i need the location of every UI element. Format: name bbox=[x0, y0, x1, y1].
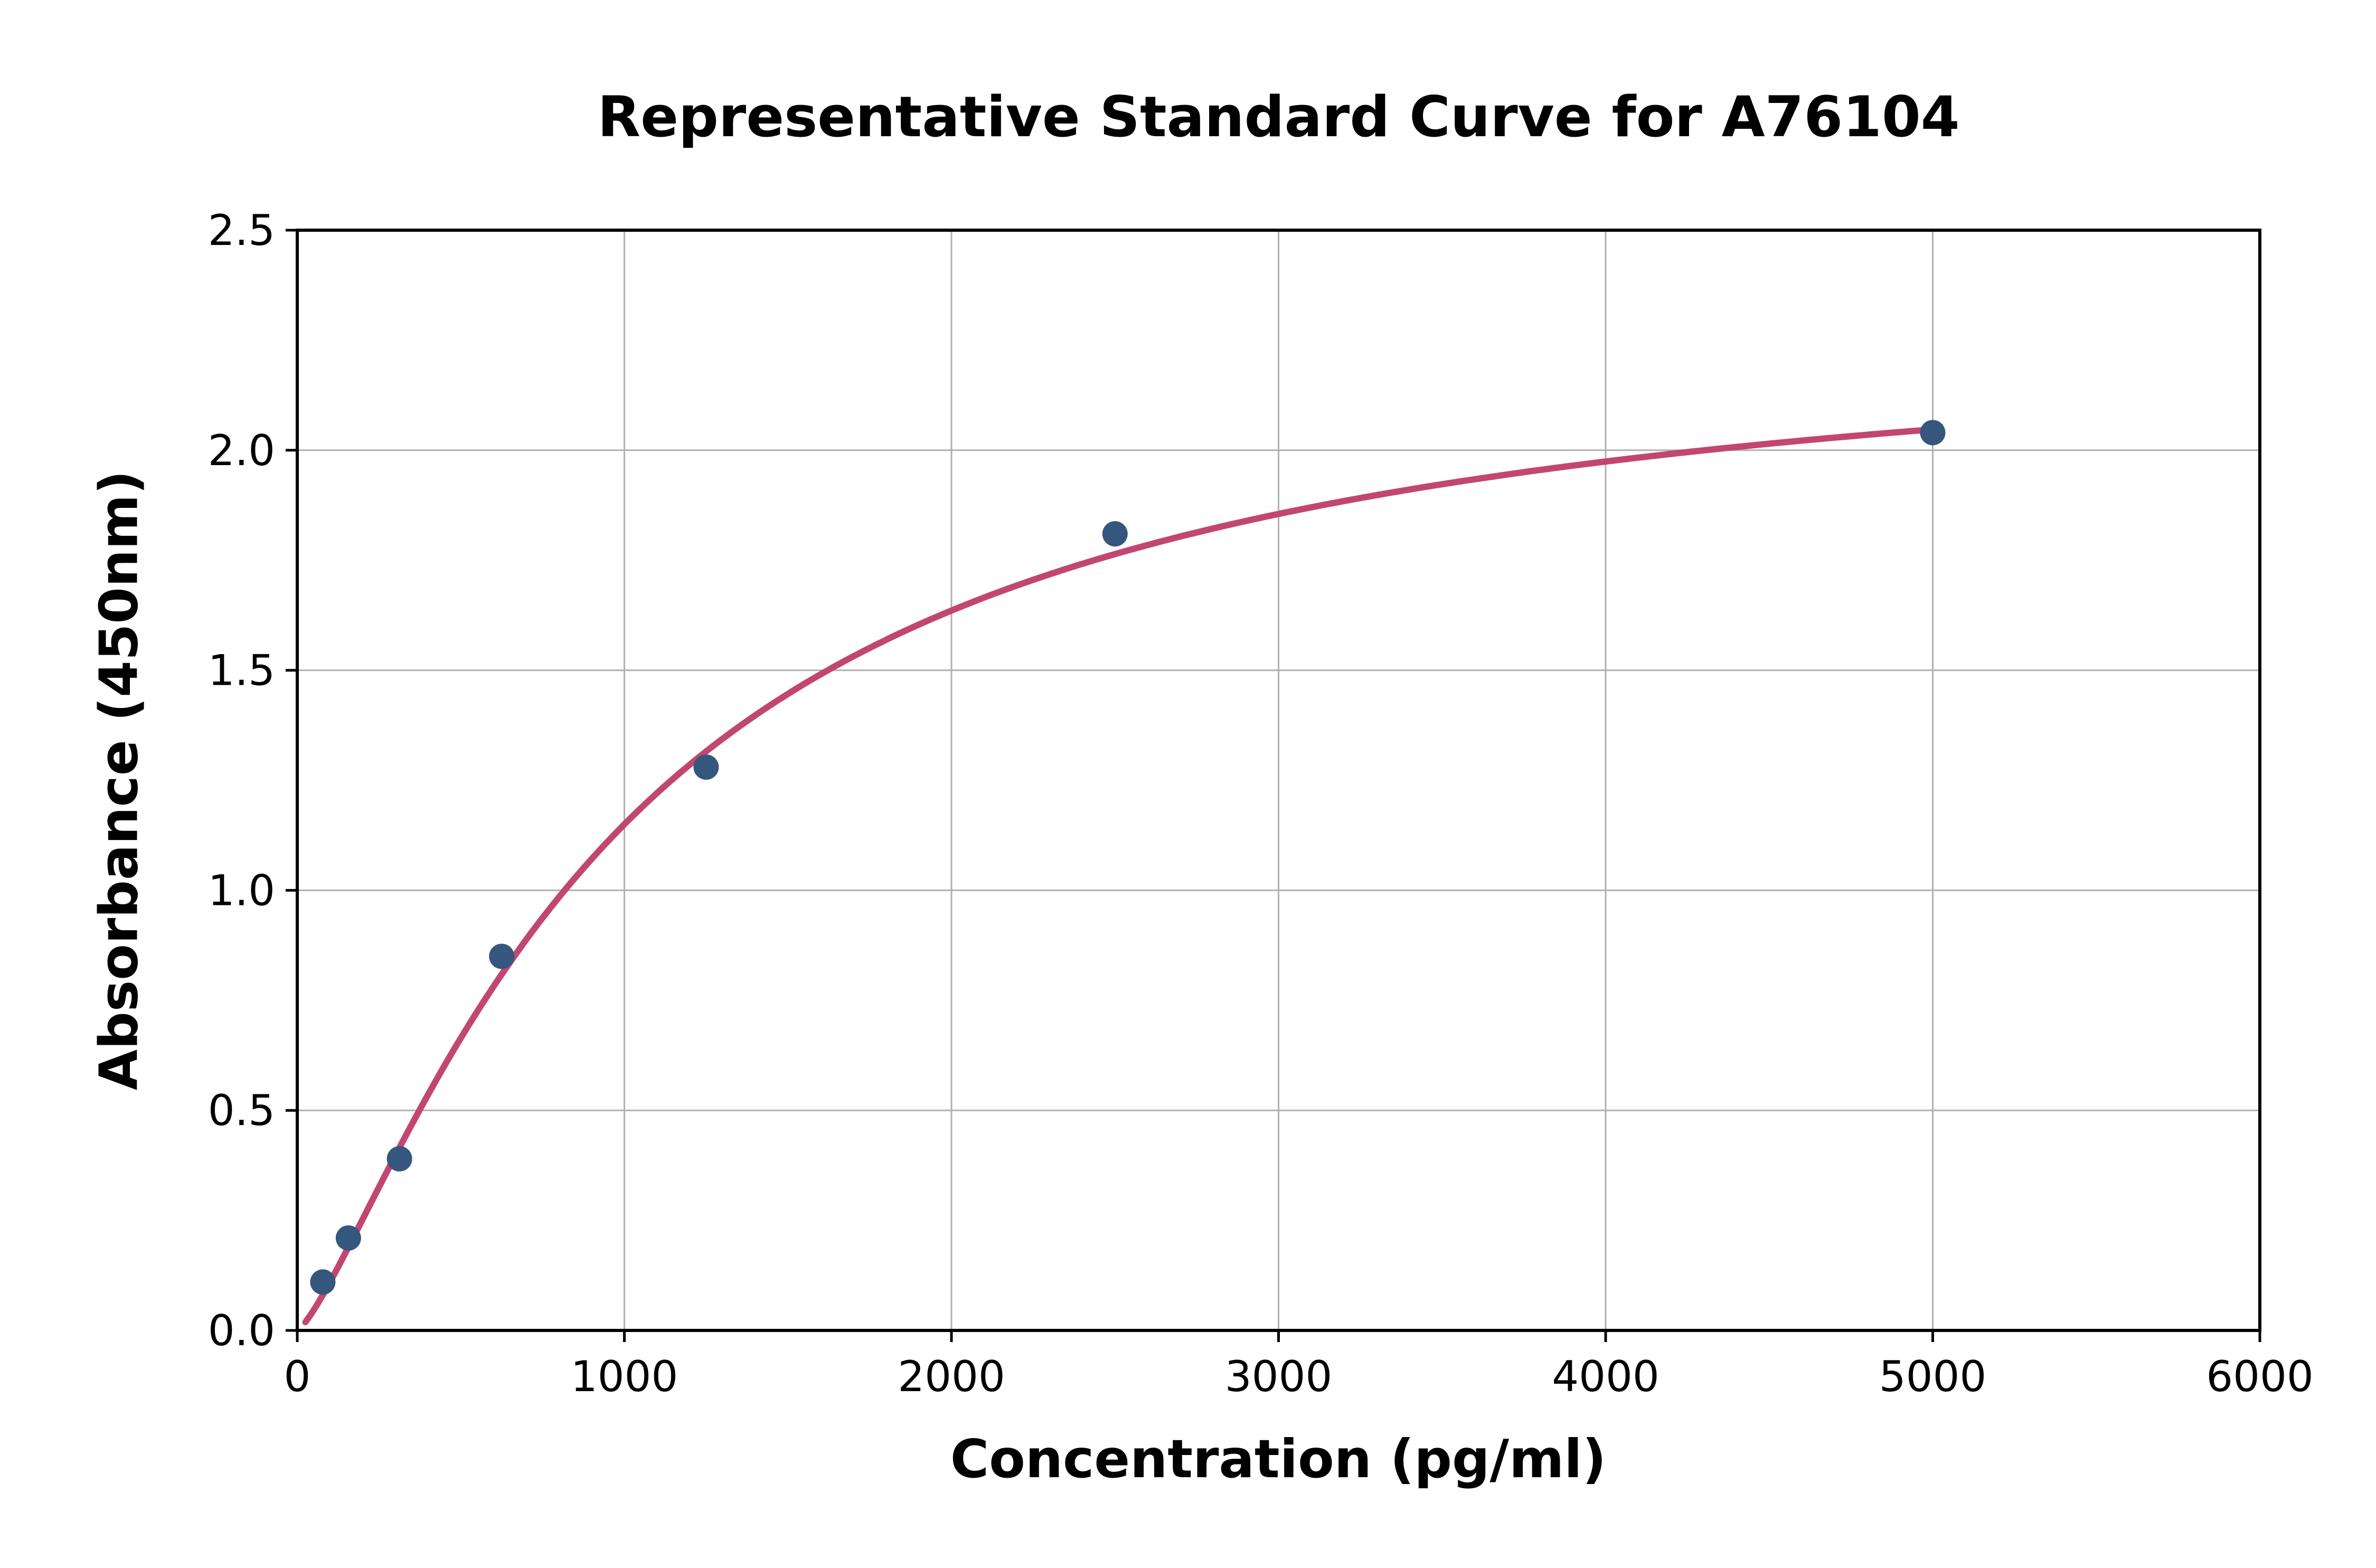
data-point bbox=[335, 1225, 361, 1251]
x-tick-label: 6000 bbox=[2206, 1352, 2314, 1401]
y-tick-label: 0.5 bbox=[208, 1086, 275, 1135]
data-point bbox=[386, 1146, 412, 1172]
x-tick-label: 4000 bbox=[1552, 1352, 1660, 1401]
x-tick-label: 0 bbox=[284, 1352, 311, 1401]
data-point bbox=[1920, 420, 1946, 446]
y-tick-label: 2.5 bbox=[208, 206, 275, 255]
fitted-standard-curve bbox=[302, 426, 1939, 1326]
y-tick-label: 1.5 bbox=[208, 646, 275, 695]
y-tick-label: 0.0 bbox=[208, 1306, 275, 1355]
data-point bbox=[489, 943, 515, 969]
x-tick-label: 1000 bbox=[571, 1352, 678, 1401]
x-tick-label: 2000 bbox=[898, 1352, 1005, 1401]
data-point bbox=[1102, 521, 1128, 547]
x-tick-label: 5000 bbox=[1879, 1352, 1987, 1401]
chart-title: Representative Standard Curve for A76104 bbox=[597, 84, 1960, 149]
y-tick-label: 2.0 bbox=[208, 426, 275, 475]
data-point bbox=[310, 1269, 336, 1295]
y-tick-label: 1.0 bbox=[208, 866, 275, 915]
x-tick-label: 3000 bbox=[1225, 1352, 1333, 1401]
data-point bbox=[693, 754, 719, 780]
x-axis-label: Concentration (pg/ml) bbox=[950, 1428, 1607, 1490]
